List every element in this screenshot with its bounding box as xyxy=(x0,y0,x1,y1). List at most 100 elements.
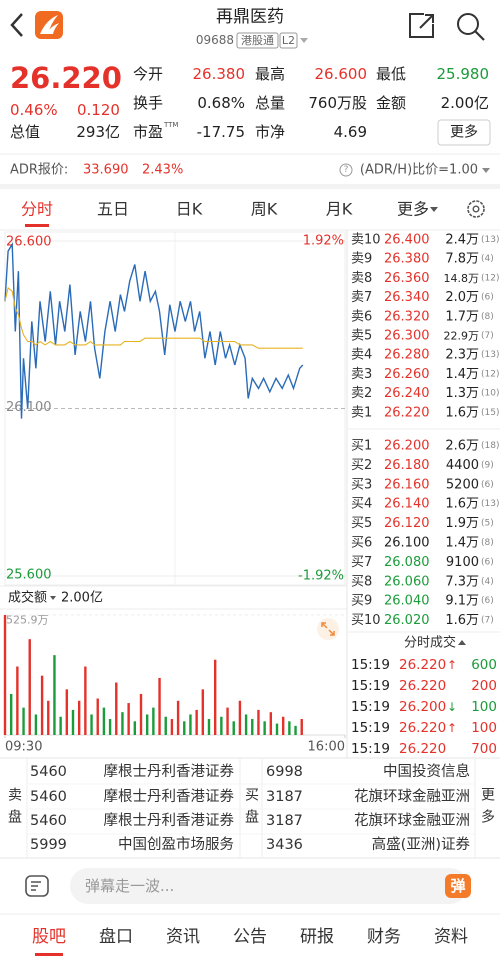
volume-bar xyxy=(207,719,211,735)
volume-bar xyxy=(220,716,223,735)
back-button[interactable] xyxy=(10,13,23,37)
x-tick-label: 09:30 xyxy=(5,740,42,755)
chart-tab[interactable]: 周K xyxy=(251,200,278,219)
danmaku-glyph xyxy=(31,881,41,891)
volume-bar xyxy=(115,682,118,735)
order-count: (18) xyxy=(481,441,499,451)
volume-bar xyxy=(275,723,279,735)
adr-label: ADR报价: xyxy=(10,163,68,178)
order-level: 买8 xyxy=(351,574,372,589)
nav-item[interactable]: 资料 xyxy=(434,927,468,947)
chart-tab[interactable]: 月K xyxy=(326,200,353,219)
order-level: 卖3 xyxy=(351,367,372,382)
chart-tab[interactable]: 分时 xyxy=(21,200,53,219)
order-level: 买9 xyxy=(351,594,372,609)
nav-active-indicator xyxy=(35,953,63,956)
order-volume: 14.8万 xyxy=(444,272,480,285)
active-tab-indicator xyxy=(25,224,49,227)
settings-button[interactable] xyxy=(467,200,485,218)
broker-name: 摩根士丹利香港证券 xyxy=(104,811,235,829)
order-price: 26.080 xyxy=(384,555,430,570)
broker-code: 5999 xyxy=(30,837,67,853)
adr-ratio: (ADR/H)比价=1.00 xyxy=(360,163,478,178)
volume-bar xyxy=(40,675,44,735)
volume-bar xyxy=(22,707,25,735)
order-count: (15) xyxy=(481,408,499,418)
order-volume: 5200 xyxy=(446,477,479,492)
stat-label: 最低 xyxy=(376,65,406,83)
order-volume: 9100 xyxy=(446,555,479,570)
order-count: (6) xyxy=(481,293,494,303)
tick-arrow: ↑ xyxy=(447,658,457,672)
tick-arrow: ↓ xyxy=(447,700,457,714)
order-price: 26.300 xyxy=(384,329,430,344)
nav-item[interactable]: 公告 xyxy=(233,927,267,947)
stat-label-sup: TTM xyxy=(163,121,178,129)
order-volume: 2.6万 xyxy=(445,439,479,454)
nav-item[interactable]: 股吧 xyxy=(32,927,66,947)
tick-volume: 100 xyxy=(471,699,497,715)
volume-bar xyxy=(84,666,87,735)
order-level: 卖2 xyxy=(351,386,372,401)
expand-button[interactable] xyxy=(317,618,339,640)
volume-bar xyxy=(226,707,229,735)
order-level: 买5 xyxy=(351,516,372,531)
more-button[interactable] xyxy=(437,119,491,146)
volume-bar xyxy=(238,700,242,735)
last-price: 26.220 xyxy=(10,61,122,95)
chart-tab[interactable]: 五日 xyxy=(97,200,129,219)
volume-bar xyxy=(96,698,99,735)
tick-volume: 600 xyxy=(471,657,497,673)
comment-button[interactable] xyxy=(445,874,471,898)
tick-volume: 700 xyxy=(471,741,497,757)
order-volume: 1.4万 xyxy=(445,367,479,382)
share-button[interactable] xyxy=(409,13,434,38)
comment-input[interactable] xyxy=(70,868,468,904)
order-count: (8) xyxy=(481,312,494,322)
ticks-title[interactable]: 分时成交 xyxy=(404,635,456,651)
volume-bar xyxy=(47,700,50,735)
price-line xyxy=(4,242,304,419)
order-volume: 2.4万 xyxy=(445,233,479,248)
dropdown-arrow xyxy=(482,168,490,173)
search-button[interactable] xyxy=(457,13,479,35)
help-icon[interactable] xyxy=(339,163,353,177)
comment-button-label[interactable]: 弹 xyxy=(450,877,465,895)
broker-name: 中国创盈市场服务 xyxy=(118,836,234,853)
x-tick-label: 16:00 xyxy=(308,740,345,755)
tick-volume: 100 xyxy=(471,720,497,736)
volume-title[interactable]: 成交额 xyxy=(8,590,47,606)
volume-bar xyxy=(164,716,167,735)
nav-item[interactable]: 财务 xyxy=(367,927,401,947)
nav-item[interactable]: 盘口 xyxy=(99,927,133,947)
chart-tab[interactable]: 日K xyxy=(176,200,203,219)
chart-tab[interactable]: 更多 xyxy=(397,200,429,219)
danmaku-toggle[interactable] xyxy=(25,875,49,897)
comment-placeholder: 弹幕走一波... xyxy=(85,877,174,895)
order-volume: 2.0万 xyxy=(445,290,479,305)
more-button-label[interactable]: 更多 xyxy=(450,124,478,141)
order-level: 买4 xyxy=(351,497,372,512)
order-volume: 1.6万 xyxy=(445,497,479,512)
order-level: 买2 xyxy=(351,458,372,473)
order-price: 26.220 xyxy=(384,405,430,420)
volume-bar xyxy=(152,707,155,735)
order-count: (4) xyxy=(481,577,494,587)
order-level: 买7 xyxy=(351,555,372,570)
order-price: 26.020 xyxy=(384,613,430,628)
order-price: 26.160 xyxy=(384,477,430,492)
nav-item[interactable]: 研报 xyxy=(300,927,334,947)
volume-bar xyxy=(77,700,81,735)
order-price: 26.260 xyxy=(384,367,430,382)
broker-more[interactable]: 更多 xyxy=(479,787,495,831)
tick-price: 26.220 xyxy=(399,741,446,757)
volume-bar xyxy=(9,693,13,735)
volume-bar xyxy=(251,719,254,735)
dropdown-arrow xyxy=(50,596,56,600)
tick-time: 15:19 xyxy=(351,678,390,694)
dropdown-arrow xyxy=(300,38,308,43)
order-volume: 1.7万 xyxy=(445,309,479,324)
order-count: (6) xyxy=(481,480,494,490)
nav-item[interactable]: 资讯 xyxy=(166,927,200,947)
